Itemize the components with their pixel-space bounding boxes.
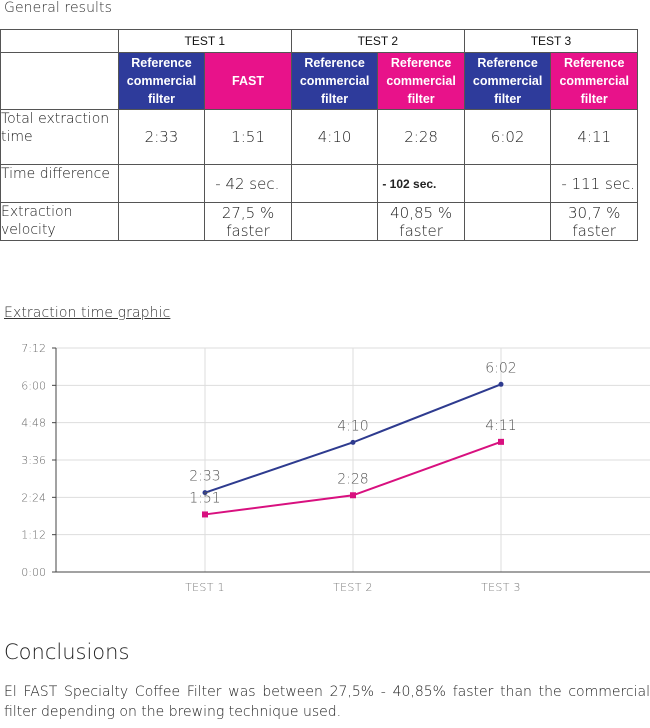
graphic-title: Extraction time graphic [4,305,171,321]
cell-vel-ref-1 [117,202,206,241]
filter-header-fast-1: FAST [204,52,292,110]
cell-diff-fast-3: - 111 sec. [550,164,638,203]
table-row-extraction-velocity: Extraction velocity 27,5 % faster 40,85 … [0,202,638,241]
general-results-title: General results [4,0,113,16]
y-tick-label: 3:36 [21,454,46,467]
row-label-time-difference: Time difference [0,164,119,203]
extraction-time-chart: 0:00 1:12 2:24 3:36 4:48 6:00 7:12 TEST 1 TEST 2… [21,342,650,594]
y-tick-label: 7:12 [21,342,46,355]
y-tick-label: 6:00 [21,379,46,392]
cell-vel-ref-2 [290,202,379,241]
table-corner [0,29,119,53]
data-point-fast [498,438,504,445]
filter-header-ref-2: Reference commercial filter [290,52,379,110]
x-category-label: TEST 1 [185,581,225,594]
cell-time-ref-3: 6:02 [463,109,552,165]
test-header-row: TEST 1 TEST 2 TEST 3 [0,29,639,53]
data-label-reference: 2:33 [189,469,220,485]
cell-vel-fast-2: 40,85 % faster [377,202,465,241]
y-tick-label: 4:48 [21,417,46,430]
x-category-label: TEST 2 [333,581,373,594]
cell-diff-ref-2 [290,164,379,203]
table-row-total-time: Total extraction time 2:33 1:51 4:10 2:2… [0,109,638,165]
conclusions-title: Conclusions [4,640,130,664]
data-label-fast: 4:11 [485,418,516,434]
cell-diff-ref-3 [463,164,552,203]
data-point-reference [202,490,208,496]
cell-diff-ref-1 [117,164,206,203]
row-label-extraction-velocity: Extraction velocity [0,202,119,241]
data-point-fast [202,511,208,518]
data-point-reference [498,381,504,387]
data-label-fast: 1:51 [189,490,220,506]
filter-header-ref-3: Reference commercial filter [463,52,552,110]
filter-header-fast-2: Reference commercial filter [377,52,465,110]
conclusions-text: El FAST Specialty Coffee Filter was betw… [4,684,650,720]
test-3-header: TEST 3 [463,29,639,53]
cell-time-fast-2: 2:28 [377,109,465,165]
filter-header-fast-3: Reference commercial filter [550,52,638,110]
test-1-header: TEST 1 [117,29,292,53]
data-point-reference [350,439,356,445]
cell-time-fast-1: 1:51 [204,109,292,165]
data-label-reference: 4:10 [337,418,368,434]
data-label-fast: 2:28 [337,471,368,487]
y-tick-label: 1:12 [21,529,46,542]
x-category-label: TEST 3 [481,581,521,594]
data-point-fast [350,492,356,499]
cell-vel-ref-3 [463,202,552,241]
table-row-time-difference: Time difference - 42 sec. - 102 sec. - 1… [0,164,638,203]
y-tick-label: 2:24 [21,491,46,504]
cell-diff-fast-1: - 42 sec. [204,164,292,203]
cell-diff-fast-2: - 102 sec. [377,164,465,203]
cell-time-ref-2: 4:10 [290,109,379,165]
cell-time-fast-3: 4:11 [550,109,638,165]
table-corner-lower [0,52,119,110]
data-label-reference: 6:02 [485,360,516,376]
row-label-total-time: Total extraction time [0,109,119,165]
y-tick-label: 0:00 [21,566,46,579]
results-table: TEST 1 TEST 2 TEST 3 Reference commercia… [0,29,639,241]
cell-vel-fast-3: 30,7 % faster [550,202,638,241]
cell-vel-fast-1: 27,5 % faster [204,202,292,241]
test-2-header: TEST 2 [290,29,465,53]
filter-header-ref-1: Reference commercial filter [117,52,206,110]
cell-time-ref-1: 2:33 [117,109,206,165]
filter-header-row: Reference commercial filter FAST Referen… [0,52,638,110]
